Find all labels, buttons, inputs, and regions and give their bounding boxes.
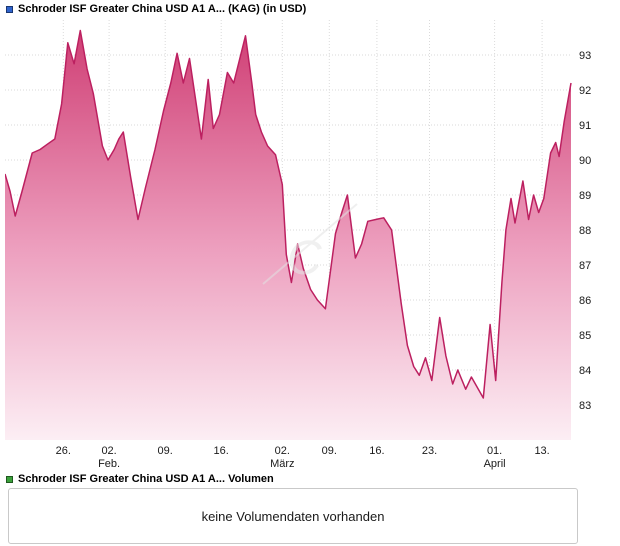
watermark: C <box>262 203 358 285</box>
price-chart-title: Schroder ISF Greater China USD A1 A... (… <box>18 3 307 15</box>
price-chart-header: Schroder ISF Greater China USD A1 A... (… <box>6 3 306 15</box>
svg-text:90: 90 <box>579 155 591 167</box>
price-line <box>4 29 572 399</box>
svg-text:01.: 01. <box>487 445 502 457</box>
svg-text:02.: 02. <box>101 445 116 457</box>
svg-text:16.: 16. <box>214 445 229 457</box>
price-series-marker-icon <box>6 5 13 13</box>
watermark-slash-icon <box>262 203 358 285</box>
svg-text:91: 91 <box>579 120 591 132</box>
svg-text:Feb.: Feb. <box>98 458 120 470</box>
svg-text:92: 92 <box>579 85 591 97</box>
svg-text:02.: 02. <box>275 445 290 457</box>
svg-text:März: März <box>270 458 294 470</box>
volume-panel-title: Schroder ISF Greater China USD A1 A... V… <box>18 473 274 485</box>
watermark-letter: C <box>287 232 322 285</box>
y-axis-labels: 83 84 85 86 87 88 89 90 91 92 93 <box>579 50 591 412</box>
svg-text:09.: 09. <box>158 445 173 457</box>
svg-text:23.: 23. <box>422 445 437 457</box>
svg-text:87: 87 <box>579 260 591 272</box>
svg-text:83: 83 <box>579 400 591 412</box>
svg-text:93: 93 <box>579 50 591 62</box>
svg-text:09.: 09. <box>322 445 337 457</box>
svg-text:89: 89 <box>579 190 591 202</box>
svg-text:13.: 13. <box>534 445 549 457</box>
svg-text:86: 86 <box>579 295 591 307</box>
volume-panel-header: Schroder ISF Greater China USD A1 A... V… <box>6 473 274 485</box>
volume-empty-panel: keine Volumendaten vorhanden <box>8 488 578 544</box>
svg-text:April: April <box>484 458 506 470</box>
volume-empty-message: keine Volumendaten vorhanden <box>201 508 385 524</box>
svg-text:16.: 16. <box>369 445 384 457</box>
price-area <box>5 30 571 440</box>
volume-series-marker-icon <box>6 475 13 483</box>
svg-text:84: 84 <box>579 365 591 377</box>
price-chart[interactable]: 83 84 85 86 87 88 89 90 91 92 93 26. 02. Feb. 09. 16. 02… <box>4 20 617 470</box>
svg-text:85: 85 <box>579 330 591 342</box>
svg-text:26.: 26. <box>56 445 71 457</box>
svg-text:88: 88 <box>579 225 591 237</box>
